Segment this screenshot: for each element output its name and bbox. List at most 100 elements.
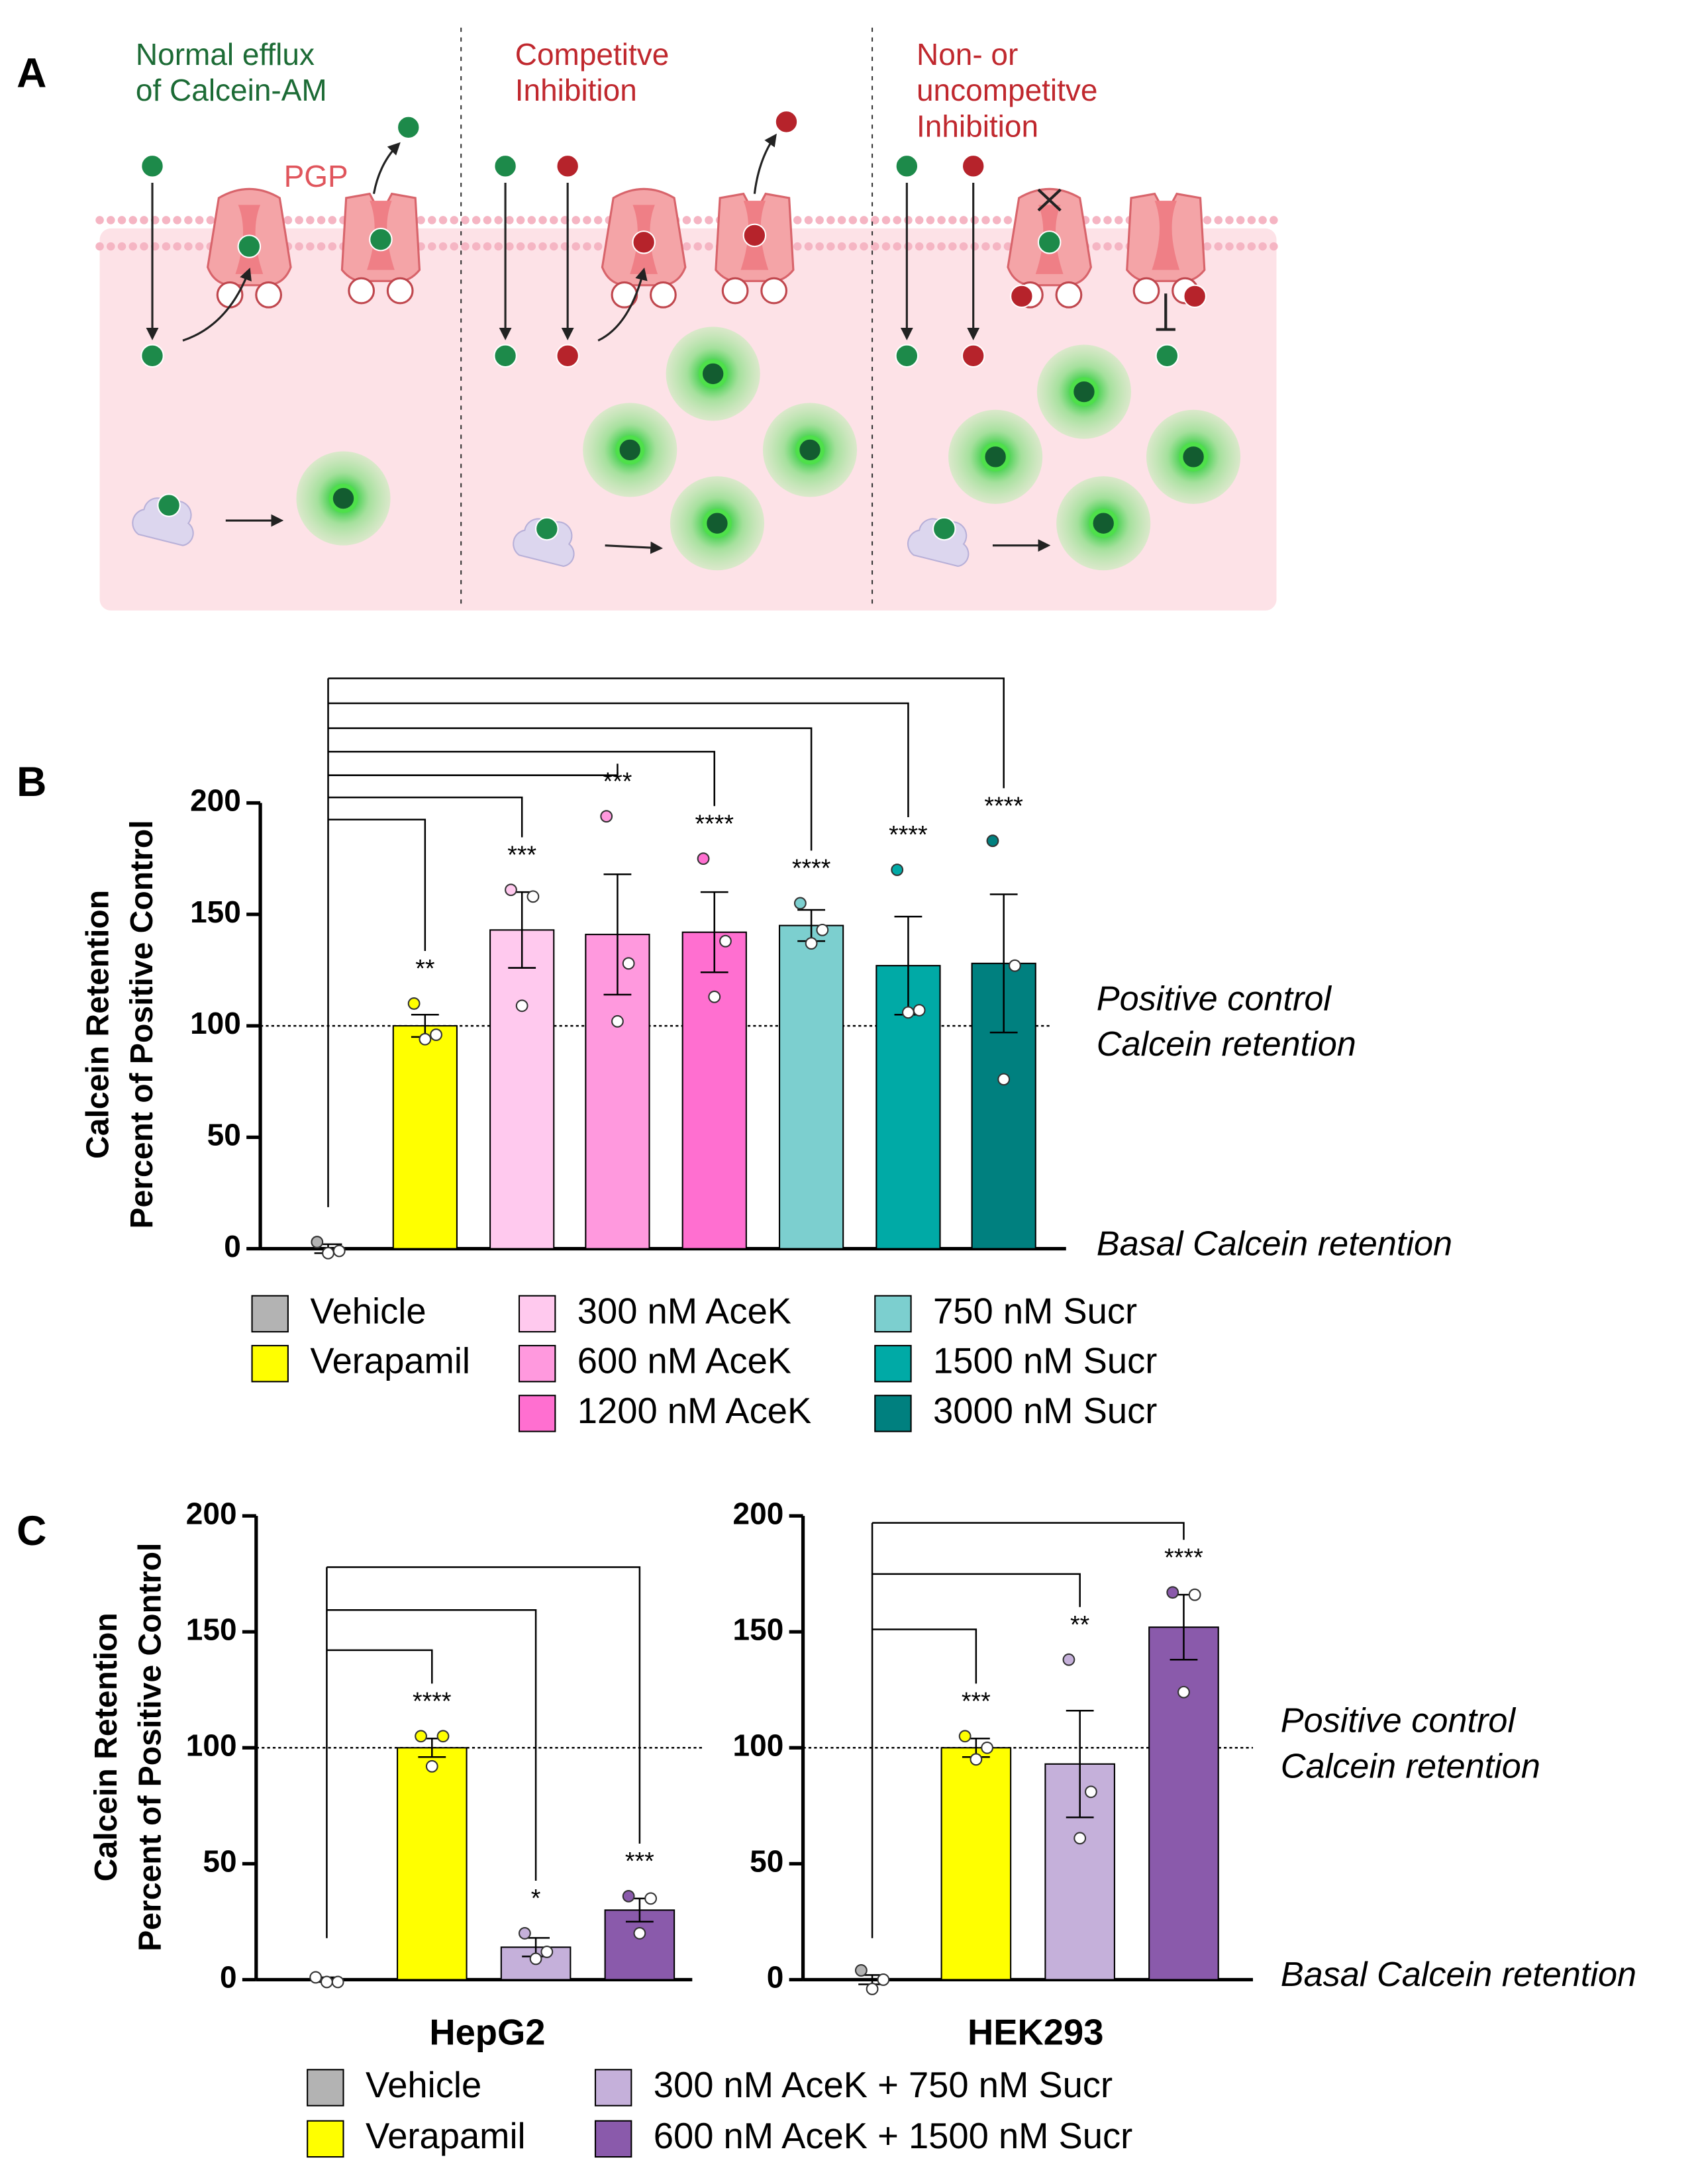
- section-title: uncompetitve: [917, 73, 1098, 107]
- legend-swatch: [251, 1295, 289, 1333]
- bar: [392, 1025, 458, 1250]
- panel-label: A: [17, 50, 46, 97]
- comparison-bracket: [872, 1522, 1185, 1540]
- data-point: [981, 1741, 994, 1754]
- bar: [681, 931, 747, 1250]
- pgp-channel: [1152, 201, 1180, 270]
- calcein: [702, 509, 732, 538]
- annotation: Positive control: [1281, 1701, 1517, 1740]
- y-tick-label: 200: [190, 783, 241, 818]
- legend-swatch: [594, 2069, 632, 2107]
- y-tick-label: 0: [220, 1960, 237, 1995]
- annotation: Calcein retention: [1281, 1747, 1540, 1785]
- comparison-bracket: [328, 677, 1005, 789]
- molecule: [493, 344, 517, 368]
- arrow: [605, 541, 663, 554]
- data-point: [311, 1236, 324, 1248]
- calcein: [1179, 442, 1209, 472]
- nbd: [255, 281, 283, 309]
- legend-label: Vehicle: [366, 2065, 481, 2105]
- error-bar: [603, 873, 632, 996]
- data-point: [622, 1889, 635, 1903]
- data-point: [540, 1946, 554, 1958]
- legend-swatch: [874, 1344, 912, 1383]
- data-point: [611, 1015, 624, 1028]
- x-axis-label: HepG2: [429, 2012, 545, 2052]
- bar: [396, 1747, 468, 1981]
- legend-swatch: [518, 1295, 556, 1333]
- data-point: [415, 1730, 427, 1743]
- arrow: [753, 133, 777, 194]
- comparison-bracket: [328, 796, 523, 838]
- data-point: [331, 1975, 344, 1989]
- data-point: [1084, 1785, 1097, 1799]
- y-axis-label: Percent of Positive Control: [124, 820, 160, 1228]
- significance-label: ***: [962, 1687, 991, 1715]
- molecule: [632, 230, 656, 254]
- legend-swatch: [518, 1344, 556, 1383]
- legend-label: Vehicle: [310, 1291, 426, 1331]
- molecule: [1037, 230, 1062, 254]
- y-tick-label: 200: [186, 1496, 237, 1530]
- data-point: [419, 1032, 432, 1046]
- data-point: [1188, 1588, 1201, 1601]
- arrow: [597, 268, 648, 342]
- blocked: [1156, 293, 1175, 331]
- y-tick-label: 200: [733, 1496, 784, 1530]
- data-point: [526, 890, 540, 903]
- legend-label: 750 nM Sucr: [933, 1291, 1137, 1331]
- calcein: [615, 435, 645, 465]
- significance-label: ****: [889, 820, 928, 848]
- molecule: [961, 344, 985, 368]
- significance-label: ****: [1164, 1543, 1203, 1571]
- data-point: [1073, 1832, 1087, 1845]
- bar: [1148, 1626, 1219, 1981]
- significance-label: ***: [625, 1847, 654, 1875]
- y-tick-label: 100: [190, 1006, 241, 1040]
- data-point: [866, 1983, 879, 1995]
- molecule: [157, 493, 181, 517]
- molecule: [396, 115, 421, 140]
- significance-label: *: [531, 1884, 541, 1912]
- data-point: [697, 852, 710, 866]
- nbd: [760, 277, 788, 305]
- data-point: [407, 997, 421, 1010]
- legend-label: Verapamil: [366, 2116, 526, 2156]
- data-point: [708, 990, 721, 1003]
- data-point: [970, 1753, 983, 1766]
- data-point: [1062, 1653, 1075, 1666]
- legend-swatch: [874, 1295, 912, 1333]
- calcein: [981, 442, 1011, 472]
- blocked: [1037, 188, 1062, 212]
- y-tick-label: 50: [207, 1118, 241, 1152]
- data-point: [600, 810, 613, 823]
- nbd: [650, 281, 677, 309]
- annotation: Positive control: [1097, 979, 1332, 1018]
- significance-label: ****: [695, 809, 734, 837]
- error-bar: [989, 893, 1018, 1034]
- data-point: [877, 1973, 890, 1986]
- data-point: [805, 937, 818, 950]
- data-point: [322, 1246, 334, 1260]
- data-point: [644, 1892, 658, 1905]
- nbd: [348, 277, 375, 305]
- data-point: [986, 834, 999, 848]
- panel-label: B: [17, 759, 46, 805]
- section-title: Normal efflux: [136, 37, 315, 72]
- significance-label: ****: [792, 854, 831, 882]
- comparison-bracket: [326, 1609, 537, 1881]
- cell: [99, 228, 1277, 611]
- data-point: [430, 1028, 442, 1041]
- comparison-bracket: [326, 1649, 433, 1684]
- error-bar: [700, 891, 728, 973]
- section-title: Non- or: [917, 37, 1018, 72]
- nbd: [1055, 281, 1083, 309]
- legend-label: 300 nM AceK + 750 nM Sucr: [654, 2065, 1113, 2105]
- y-tick-label: 50: [203, 1844, 236, 1879]
- comparison-bracket: [872, 1628, 977, 1684]
- molecule: [1183, 284, 1207, 309]
- annotation: Calcein retention: [1097, 1025, 1356, 1064]
- y-axis-label: Percent of Positive Control: [132, 1543, 168, 1952]
- nbd: [386, 277, 414, 305]
- legend-swatch: [307, 2069, 344, 2107]
